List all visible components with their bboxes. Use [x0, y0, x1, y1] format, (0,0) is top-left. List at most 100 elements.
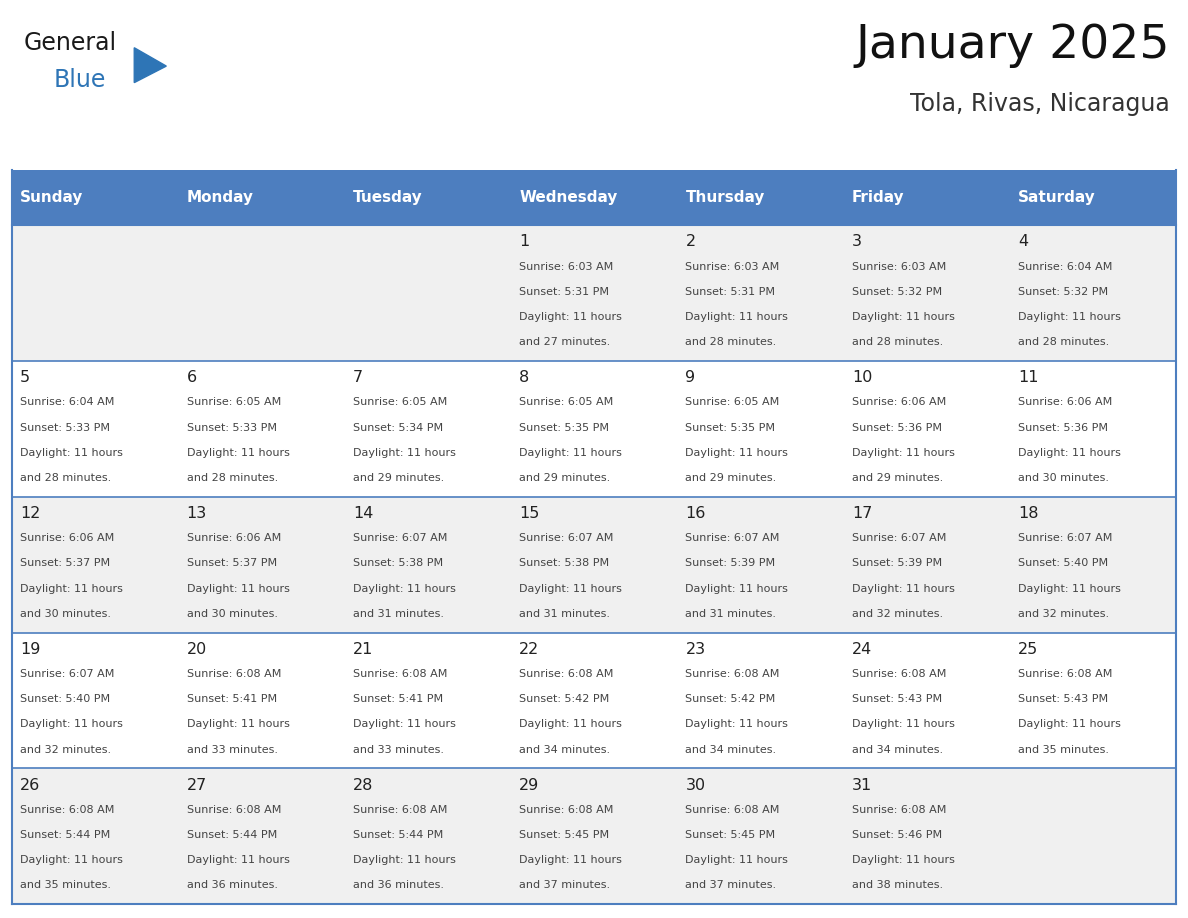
Text: and 28 minutes.: and 28 minutes. — [20, 473, 112, 483]
Text: Thursday: Thursday — [685, 190, 765, 205]
Text: Sunset: 5:36 PM: Sunset: 5:36 PM — [852, 422, 942, 432]
Text: Sunrise: 6:03 AM: Sunrise: 6:03 AM — [852, 262, 946, 272]
Text: Sunset: 5:42 PM: Sunset: 5:42 PM — [685, 694, 776, 704]
Text: 8: 8 — [519, 370, 530, 385]
Text: Daylight: 11 hours: Daylight: 11 hours — [20, 448, 124, 458]
Text: and 37 minutes.: and 37 minutes. — [519, 880, 611, 890]
Text: and 35 minutes.: and 35 minutes. — [20, 880, 112, 890]
Text: Sunrise: 6:08 AM: Sunrise: 6:08 AM — [1018, 669, 1112, 679]
Text: 30: 30 — [685, 778, 706, 792]
Text: Sunrise: 6:03 AM: Sunrise: 6:03 AM — [519, 262, 613, 272]
Text: Sunrise: 6:05 AM: Sunrise: 6:05 AM — [187, 397, 280, 408]
Text: and 33 minutes.: and 33 minutes. — [187, 744, 278, 755]
Text: Sunset: 5:37 PM: Sunset: 5:37 PM — [187, 558, 277, 568]
Text: Sunrise: 6:08 AM: Sunrise: 6:08 AM — [852, 669, 946, 679]
Text: Daylight: 11 hours: Daylight: 11 hours — [1018, 312, 1121, 322]
Text: Daylight: 11 hours: Daylight: 11 hours — [685, 720, 789, 730]
Text: Sunset: 5:35 PM: Sunset: 5:35 PM — [519, 422, 609, 432]
Text: and 31 minutes.: and 31 minutes. — [685, 609, 777, 619]
Text: Sunset: 5:44 PM: Sunset: 5:44 PM — [187, 830, 277, 840]
Text: Sunset: 5:44 PM: Sunset: 5:44 PM — [353, 830, 443, 840]
Text: Daylight: 11 hours: Daylight: 11 hours — [353, 720, 456, 730]
Text: and 36 minutes.: and 36 minutes. — [187, 880, 278, 890]
Text: Sunrise: 6:06 AM: Sunrise: 6:06 AM — [1018, 397, 1112, 408]
Text: Sunset: 5:35 PM: Sunset: 5:35 PM — [685, 422, 776, 432]
Text: Sunrise: 6:08 AM: Sunrise: 6:08 AM — [685, 805, 779, 815]
Text: 7: 7 — [353, 370, 364, 385]
Text: Sunset: 5:32 PM: Sunset: 5:32 PM — [1018, 286, 1108, 297]
Text: and 28 minutes.: and 28 minutes. — [852, 337, 943, 347]
Text: Wednesday: Wednesday — [519, 190, 618, 205]
Bar — [677, 170, 843, 225]
Text: 22: 22 — [519, 642, 539, 656]
Text: 12: 12 — [20, 506, 40, 521]
Text: 15: 15 — [519, 506, 539, 521]
Bar — [345, 170, 511, 225]
Text: Daylight: 11 hours: Daylight: 11 hours — [20, 584, 124, 594]
Text: 28: 28 — [353, 778, 373, 792]
Text: Sunrise: 6:06 AM: Sunrise: 6:06 AM — [852, 397, 946, 408]
Text: and 29 minutes.: and 29 minutes. — [353, 473, 444, 483]
Text: Sunset: 5:40 PM: Sunset: 5:40 PM — [1018, 558, 1108, 568]
Text: and 31 minutes.: and 31 minutes. — [353, 609, 444, 619]
Text: 11: 11 — [1018, 370, 1038, 385]
Text: January 2025: January 2025 — [855, 23, 1170, 68]
Text: Daylight: 11 hours: Daylight: 11 hours — [187, 584, 290, 594]
Text: 27: 27 — [187, 778, 207, 792]
Bar — [178, 170, 345, 225]
Text: 3: 3 — [852, 234, 861, 249]
Text: Sunrise: 6:08 AM: Sunrise: 6:08 AM — [685, 669, 779, 679]
Text: Daylight: 11 hours: Daylight: 11 hours — [519, 584, 623, 594]
Text: Sunset: 5:45 PM: Sunset: 5:45 PM — [519, 830, 609, 840]
Text: Tuesday: Tuesday — [353, 190, 423, 205]
Text: 17: 17 — [852, 506, 872, 521]
Text: 24: 24 — [852, 642, 872, 656]
Text: Daylight: 11 hours: Daylight: 11 hours — [685, 448, 789, 458]
Text: Sunset: 5:31 PM: Sunset: 5:31 PM — [519, 286, 609, 297]
Text: 16: 16 — [685, 506, 706, 521]
Text: Sunrise: 6:04 AM: Sunrise: 6:04 AM — [1018, 262, 1112, 272]
Text: and 32 minutes.: and 32 minutes. — [852, 609, 943, 619]
Text: 5: 5 — [20, 370, 31, 385]
Text: 31: 31 — [852, 778, 872, 792]
Text: Sunrise: 6:07 AM: Sunrise: 6:07 AM — [852, 533, 946, 543]
Text: Sunrise: 6:07 AM: Sunrise: 6:07 AM — [519, 533, 613, 543]
Text: Sunrise: 6:07 AM: Sunrise: 6:07 AM — [20, 669, 114, 679]
Text: Sunrise: 6:08 AM: Sunrise: 6:08 AM — [187, 669, 280, 679]
Text: 2: 2 — [685, 234, 696, 249]
Text: Daylight: 11 hours: Daylight: 11 hours — [519, 448, 623, 458]
Text: General: General — [24, 31, 116, 55]
Text: Daylight: 11 hours: Daylight: 11 hours — [852, 584, 955, 594]
Text: Sunset: 5:46 PM: Sunset: 5:46 PM — [852, 830, 942, 840]
Text: and 38 minutes.: and 38 minutes. — [852, 880, 943, 890]
Bar — [12, 497, 1176, 633]
Text: 14: 14 — [353, 506, 373, 521]
Text: Daylight: 11 hours: Daylight: 11 hours — [685, 584, 789, 594]
Text: Sunset: 5:34 PM: Sunset: 5:34 PM — [353, 422, 443, 432]
Text: Sunset: 5:41 PM: Sunset: 5:41 PM — [187, 694, 277, 704]
Text: 23: 23 — [685, 642, 706, 656]
Text: and 29 minutes.: and 29 minutes. — [852, 473, 943, 483]
Text: and 37 minutes.: and 37 minutes. — [685, 880, 777, 890]
Text: Daylight: 11 hours: Daylight: 11 hours — [519, 856, 623, 866]
Text: Sunset: 5:31 PM: Sunset: 5:31 PM — [685, 286, 776, 297]
Text: Daylight: 11 hours: Daylight: 11 hours — [187, 448, 290, 458]
Text: 25: 25 — [1018, 642, 1038, 656]
Text: Sunrise: 6:05 AM: Sunrise: 6:05 AM — [353, 397, 447, 408]
Text: Daylight: 11 hours: Daylight: 11 hours — [187, 720, 290, 730]
Text: Sunset: 5:42 PM: Sunset: 5:42 PM — [519, 694, 609, 704]
Text: and 28 minutes.: and 28 minutes. — [1018, 337, 1110, 347]
Text: and 27 minutes.: and 27 minutes. — [519, 337, 611, 347]
Text: Daylight: 11 hours: Daylight: 11 hours — [353, 448, 456, 458]
Text: Tola, Rivas, Nicaragua: Tola, Rivas, Nicaragua — [910, 92, 1170, 116]
Text: 6: 6 — [187, 370, 197, 385]
Text: Daylight: 11 hours: Daylight: 11 hours — [353, 584, 456, 594]
Text: and 32 minutes.: and 32 minutes. — [20, 744, 112, 755]
Text: Daylight: 11 hours: Daylight: 11 hours — [685, 312, 789, 322]
Text: 9: 9 — [685, 370, 696, 385]
Text: and 33 minutes.: and 33 minutes. — [353, 744, 444, 755]
Text: Daylight: 11 hours: Daylight: 11 hours — [852, 448, 955, 458]
Bar — [12, 361, 1176, 497]
Text: Sunrise: 6:08 AM: Sunrise: 6:08 AM — [353, 669, 447, 679]
Text: and 34 minutes.: and 34 minutes. — [852, 744, 943, 755]
